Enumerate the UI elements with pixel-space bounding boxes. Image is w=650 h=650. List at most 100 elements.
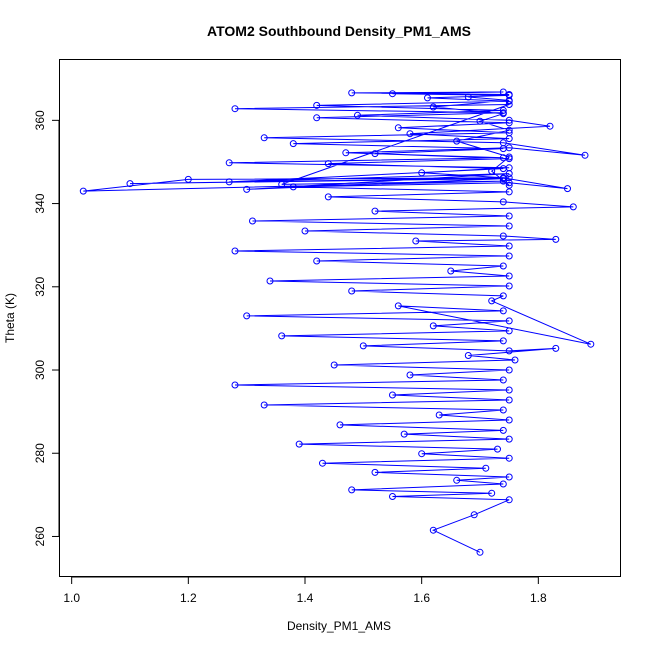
data-point: [295, 440, 303, 448]
data-point: [231, 247, 239, 255]
data-point: [505, 473, 513, 481]
data-point: [505, 242, 513, 250]
data-point: [330, 361, 338, 369]
data-point: [429, 526, 437, 534]
data-point: [569, 203, 577, 211]
data-point: [225, 159, 233, 167]
x-tick-label: 1.4: [297, 591, 314, 605]
chart-title: ATOM2 Southbound Density_PM1_AMS: [207, 23, 471, 39]
data-point: [488, 167, 496, 175]
y-tick-label: 280: [33, 443, 47, 463]
data-point: [505, 170, 513, 178]
y-tick-label: 320: [33, 276, 47, 296]
data-point: [336, 421, 344, 429]
data-point: [499, 480, 507, 488]
data-point: [505, 252, 513, 260]
data-point: [313, 114, 321, 122]
data-point: [505, 366, 513, 374]
data-point: [453, 137, 461, 145]
data-point: [278, 332, 286, 340]
data-point: [499, 106, 507, 114]
data-point: [505, 135, 513, 143]
data-point: [505, 126, 513, 134]
data-point: [464, 352, 472, 359]
data-point: [412, 237, 420, 245]
data-point: [260, 401, 268, 409]
data-point: [406, 371, 414, 379]
data-point: [313, 257, 321, 265]
data-point: [505, 212, 513, 220]
data-point: [319, 459, 326, 467]
data-point: [348, 89, 356, 97]
data-point: [505, 496, 513, 504]
data-point: [79, 187, 87, 195]
data-point: [499, 376, 507, 384]
data-point: [505, 416, 513, 424]
data-point: [505, 272, 513, 280]
data-point: [564, 185, 571, 193]
data-point: [400, 430, 408, 438]
data-point: [359, 342, 367, 350]
data-point: [499, 110, 507, 118]
data-point: [243, 312, 251, 320]
data-point: [505, 454, 513, 462]
data-point: [499, 426, 507, 434]
data-point: [324, 193, 332, 201]
data-point: [499, 262, 507, 270]
data-point: [488, 489, 496, 497]
data-point: [301, 227, 309, 235]
data-point: [499, 292, 507, 300]
data-point: [505, 116, 513, 124]
data-point: [371, 207, 379, 215]
x-tick-label: 1.6: [413, 591, 430, 605]
data-point: [249, 217, 256, 225]
plot-data: [79, 88, 595, 556]
y-tick-label: 340: [33, 193, 47, 213]
data-point: [371, 150, 379, 158]
data-point: [505, 96, 513, 104]
data-point: [354, 111, 361, 119]
data-point: [505, 188, 513, 196]
data-point: [394, 302, 402, 310]
x-axis-label: Density_PM1_AMS: [287, 619, 391, 633]
data-point: [499, 165, 507, 173]
data-point: [266, 277, 274, 285]
data-point: [505, 396, 513, 404]
data-point: [505, 222, 513, 230]
data-point: [499, 337, 507, 345]
data-point: [278, 180, 286, 188]
data-point: [499, 406, 507, 414]
data-point: [389, 90, 396, 98]
data-point: [505, 282, 513, 290]
data-point: [394, 124, 402, 132]
data-point: [482, 464, 490, 472]
data-point: [453, 476, 461, 484]
data-point: [406, 130, 414, 138]
data-point: [505, 181, 513, 189]
data-point: [499, 88, 507, 96]
x-tick-label: 1.2: [180, 591, 197, 605]
data-point: [429, 322, 437, 330]
data-point: [499, 175, 507, 183]
data-point: [418, 450, 426, 458]
data-point: [348, 287, 356, 295]
data-point: [348, 486, 356, 494]
data-point: [499, 232, 507, 240]
series-line: [83, 91, 592, 553]
data-point: [289, 140, 297, 148]
data-point: [581, 151, 589, 159]
y-tick-label: 300: [33, 360, 47, 380]
data-point: [505, 101, 513, 108]
data-point: [470, 511, 478, 519]
x-axis: 1.0 1.2 1.4 1.6 1.8: [63, 576, 547, 605]
data-point: [126, 180, 134, 188]
data-point: [464, 93, 472, 101]
data-point: [389, 391, 396, 399]
data-point: [505, 153, 513, 161]
data-point: [505, 327, 513, 335]
data-point: [505, 435, 513, 443]
data-point: [260, 134, 268, 142]
data-point: [511, 356, 519, 364]
y-tick-label: 360: [33, 110, 47, 130]
